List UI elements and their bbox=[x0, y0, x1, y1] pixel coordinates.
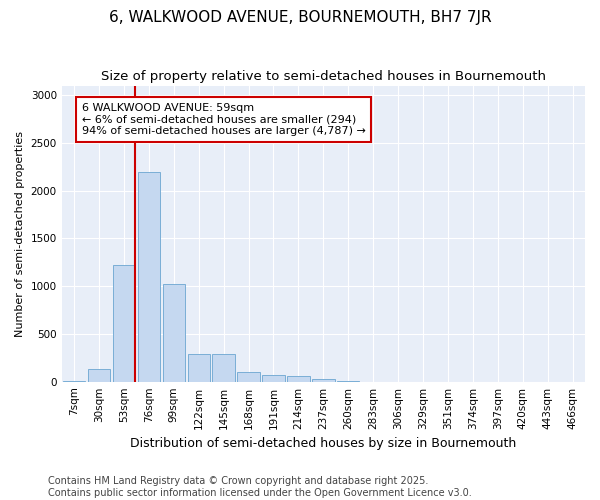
Text: 6, WALKWOOD AVENUE, BOURNEMOUTH, BH7 7JR: 6, WALKWOOD AVENUE, BOURNEMOUTH, BH7 7JR bbox=[109, 10, 491, 25]
Bar bbox=[238, 372, 260, 382]
Text: Contains HM Land Registry data © Crown copyright and database right 2025.
Contai: Contains HM Land Registry data © Crown c… bbox=[48, 476, 472, 498]
Bar bbox=[287, 376, 310, 382]
Bar bbox=[163, 284, 185, 382]
Title: Size of property relative to semi-detached houses in Bournemouth: Size of property relative to semi-detach… bbox=[101, 70, 546, 83]
X-axis label: Distribution of semi-detached houses by size in Bournemouth: Distribution of semi-detached houses by … bbox=[130, 437, 517, 450]
Bar bbox=[137, 172, 160, 382]
Bar bbox=[212, 354, 235, 382]
Bar bbox=[63, 380, 85, 382]
Bar bbox=[188, 354, 210, 382]
Bar bbox=[337, 380, 359, 382]
Y-axis label: Number of semi-detached properties: Number of semi-detached properties bbox=[15, 130, 25, 336]
Bar bbox=[312, 379, 335, 382]
Bar bbox=[113, 265, 135, 382]
Bar bbox=[262, 375, 285, 382]
Text: 6 WALKWOOD AVENUE: 59sqm
← 6% of semi-detached houses are smaller (294)
94% of s: 6 WALKWOOD AVENUE: 59sqm ← 6% of semi-de… bbox=[82, 102, 365, 136]
Bar bbox=[88, 370, 110, 382]
